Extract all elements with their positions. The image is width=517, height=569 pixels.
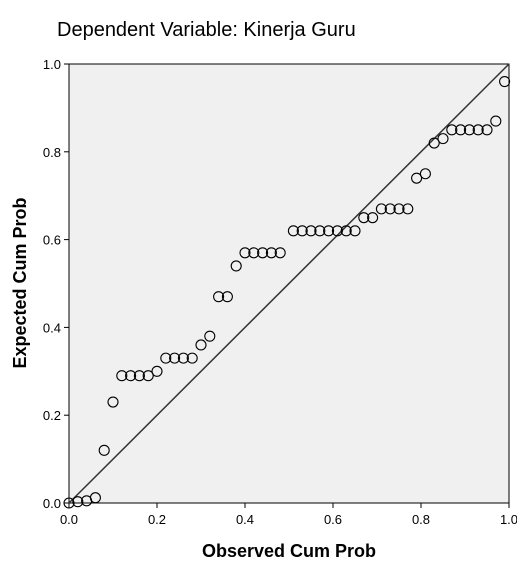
data-point bbox=[89, 492, 101, 504]
data-point bbox=[151, 365, 163, 377]
data-point bbox=[63, 497, 75, 509]
data-point bbox=[274, 247, 286, 259]
reference-diagonal-line bbox=[68, 63, 510, 504]
data-point bbox=[296, 225, 308, 237]
data-point bbox=[213, 291, 225, 303]
data-point bbox=[221, 291, 233, 303]
data-point bbox=[204, 330, 216, 342]
data-point bbox=[419, 168, 431, 180]
y-tick-label: 0.8 bbox=[43, 145, 61, 160]
data-point bbox=[239, 247, 251, 259]
y-axis: 0.0 0.2 0.4 0.6 0.8 1.0 bbox=[43, 57, 69, 511]
data-point bbox=[265, 247, 277, 259]
data-point bbox=[367, 212, 379, 224]
data-point bbox=[177, 352, 189, 364]
data-point bbox=[349, 225, 361, 237]
y-tick-label: 0.0 bbox=[43, 496, 61, 511]
x-axis: 0.0 0.2 0.4 0.6 0.8 1.0 bbox=[60, 503, 517, 527]
x-tick-label: 0.8 bbox=[412, 512, 430, 527]
data-point bbox=[411, 172, 423, 184]
x-tick-label: 1.0 bbox=[500, 512, 517, 527]
y-tick-label: 0.4 bbox=[43, 320, 61, 335]
data-point bbox=[186, 352, 198, 364]
data-point bbox=[499, 76, 511, 88]
data-point bbox=[107, 396, 119, 408]
data-point bbox=[472, 124, 484, 136]
y-axis-label: Expected Cum Prob bbox=[10, 197, 30, 368]
data-point bbox=[323, 225, 335, 237]
chart-title: Dependent Variable: Kinerja Guru bbox=[57, 19, 356, 41]
data-point bbox=[428, 137, 440, 149]
data-point bbox=[455, 124, 467, 136]
data-point bbox=[257, 247, 269, 259]
data-points bbox=[63, 76, 511, 509]
data-point bbox=[230, 260, 242, 272]
data-point bbox=[331, 225, 343, 237]
data-point bbox=[305, 225, 317, 237]
data-point bbox=[393, 203, 405, 215]
data-point bbox=[125, 370, 137, 382]
data-point bbox=[384, 203, 396, 215]
data-point bbox=[481, 124, 493, 136]
data-point bbox=[463, 124, 475, 136]
x-tick-label: 0.2 bbox=[148, 512, 166, 527]
data-point bbox=[142, 370, 154, 382]
y-tick-label: 0.6 bbox=[43, 233, 61, 248]
data-point bbox=[446, 124, 458, 136]
x-tick-label: 0.0 bbox=[60, 512, 78, 527]
y-tick-label: 0.2 bbox=[43, 408, 61, 423]
data-point bbox=[402, 203, 414, 215]
x-axis-label: Observed Cum Prob bbox=[202, 541, 376, 561]
y-tick-label: 1.0 bbox=[43, 57, 61, 72]
data-point bbox=[437, 133, 449, 145]
data-point bbox=[314, 225, 326, 237]
data-point bbox=[358, 212, 370, 224]
data-point bbox=[98, 444, 110, 456]
data-point bbox=[116, 370, 128, 382]
data-point bbox=[490, 115, 502, 127]
data-point bbox=[169, 352, 181, 364]
x-tick-label: 0.4 bbox=[236, 512, 254, 527]
data-point bbox=[160, 352, 172, 364]
data-point bbox=[340, 225, 352, 237]
data-point bbox=[133, 370, 145, 382]
x-tick-label: 0.6 bbox=[324, 512, 342, 527]
data-point bbox=[375, 203, 387, 215]
data-point bbox=[72, 496, 84, 508]
data-point bbox=[195, 339, 207, 351]
data-point bbox=[248, 247, 260, 259]
data-point bbox=[287, 225, 299, 237]
